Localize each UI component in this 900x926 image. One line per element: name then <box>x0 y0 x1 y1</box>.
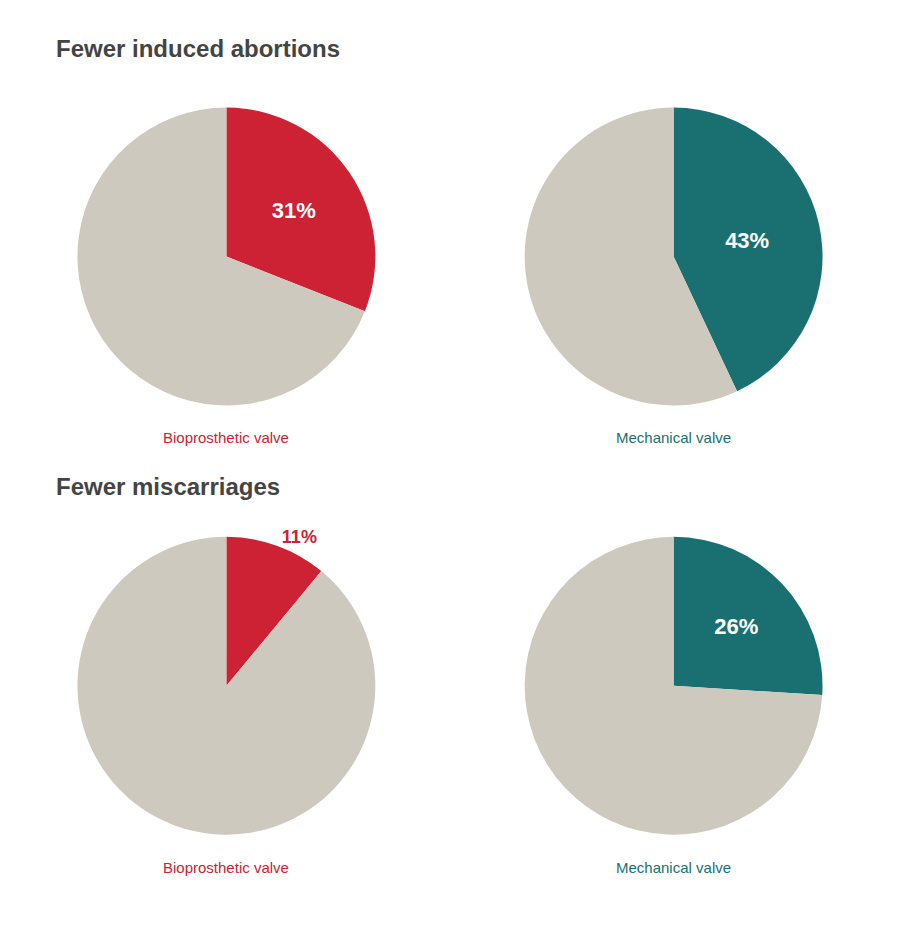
svg-text:Fewer induced abortions: Fewer induced abortions <box>56 35 340 62</box>
svg-text:26%: 26% <box>714 614 758 639</box>
svg-text:11%: 11% <box>282 527 317 547</box>
svg-text:31%: 31% <box>272 198 316 223</box>
svg-text:Bioprosthetic valve: Bioprosthetic valve <box>163 429 289 446</box>
svg-text:Mechanical valve: Mechanical valve <box>616 429 731 446</box>
svg-text:Mechanical valve: Mechanical valve <box>616 859 731 876</box>
svg-text:Bioprosthetic valve: Bioprosthetic valve <box>163 859 289 876</box>
svg-text:43%: 43% <box>725 228 769 253</box>
svg-text:Fewer miscarriages: Fewer miscarriages <box>56 473 280 500</box>
